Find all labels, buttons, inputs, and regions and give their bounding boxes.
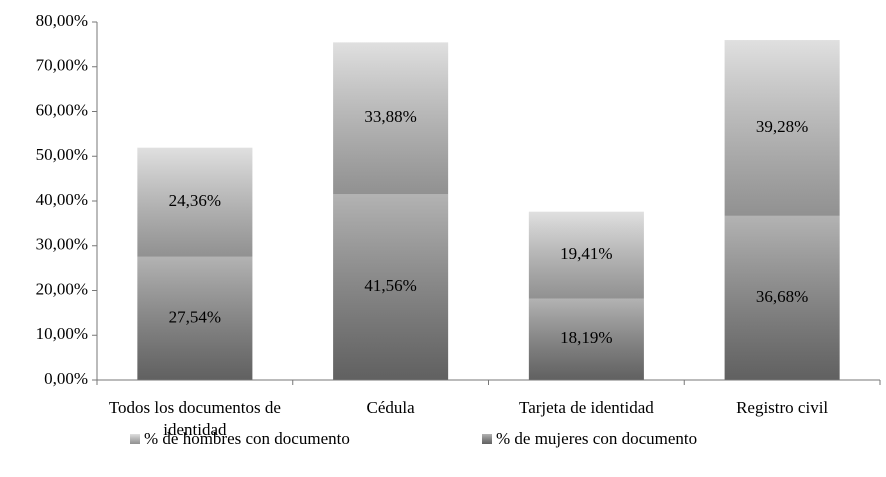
bar-shade bbox=[724, 40, 840, 216]
legend-swatch-shade bbox=[130, 434, 140, 444]
data-label: 41,56% bbox=[364, 276, 416, 295]
y-tick-label: 20,00% bbox=[36, 279, 88, 298]
data-label: 33,88% bbox=[364, 107, 416, 126]
data-label: 24,36% bbox=[169, 191, 221, 210]
y-tick-label: 10,00% bbox=[36, 324, 88, 343]
y-tick-label: 30,00% bbox=[36, 235, 88, 254]
y-tick-label: 0,00% bbox=[44, 369, 88, 388]
legend-swatch-shade bbox=[482, 434, 492, 444]
y-tick-label: 40,00% bbox=[36, 190, 88, 209]
legend-label: % de hombres con documento bbox=[144, 429, 350, 448]
x-tick-label: Cédula bbox=[366, 398, 415, 417]
bar-shade bbox=[333, 42, 449, 195]
data-label: 27,54% bbox=[169, 307, 221, 326]
y-tick-label: 80,00% bbox=[36, 11, 88, 30]
bar-shade bbox=[137, 147, 253, 257]
data-label: 18,19% bbox=[560, 328, 612, 347]
bar-shade bbox=[333, 194, 449, 380]
bar-shade bbox=[528, 298, 644, 380]
bar-shade bbox=[528, 211, 644, 299]
data-label: 19,41% bbox=[560, 244, 612, 263]
legend-label: % de mujeres con documento bbox=[496, 429, 697, 448]
y-tick-label: 50,00% bbox=[36, 145, 88, 164]
x-tick-label: Registro civil bbox=[736, 398, 829, 417]
bar-shade bbox=[137, 256, 253, 380]
y-tick-label: 60,00% bbox=[36, 100, 88, 119]
data-label: 36,68% bbox=[756, 287, 808, 306]
data-label: 39,28% bbox=[756, 117, 808, 136]
bar-shade bbox=[724, 215, 840, 380]
y-tick-label: 70,00% bbox=[36, 56, 88, 75]
x-tick-label: Todos los documentos de identidad bbox=[108, 398, 281, 439]
x-tick-label: Tarjeta de identidad bbox=[519, 398, 654, 417]
